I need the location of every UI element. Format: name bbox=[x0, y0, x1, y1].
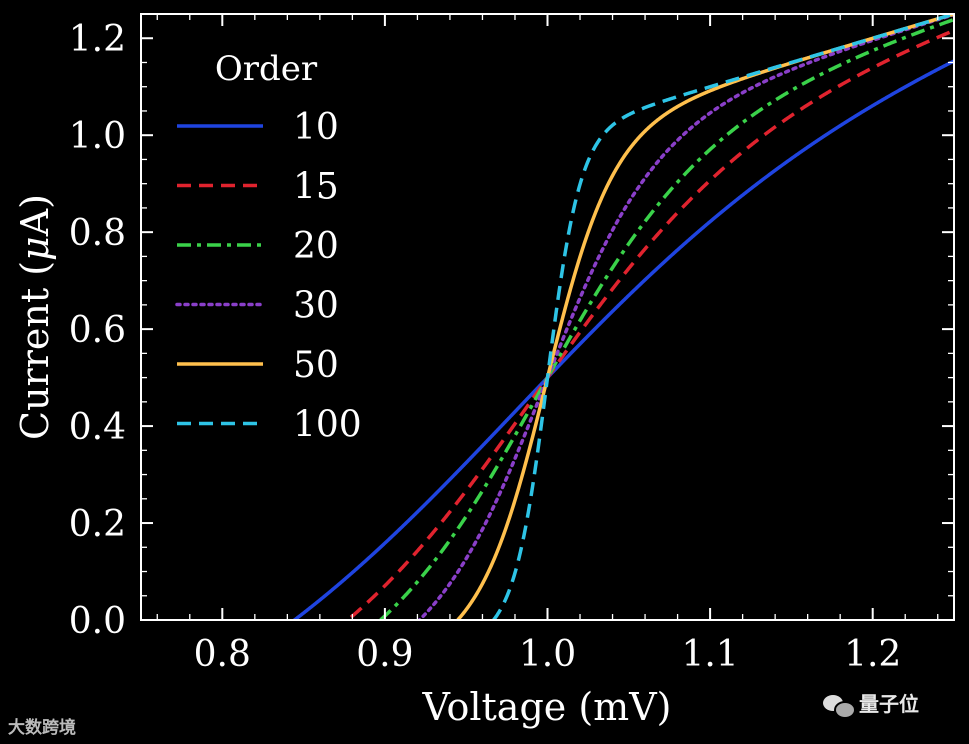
series-layer bbox=[291, 14, 954, 620]
y-axis-title-prefix: Current ( bbox=[13, 261, 57, 440]
y-tick-label: 0.4 bbox=[69, 407, 126, 448]
y-tick-label: 1.0 bbox=[69, 116, 126, 157]
watermark-right-text: 量子位 bbox=[859, 692, 919, 716]
legend-title: Order bbox=[215, 49, 318, 89]
watermark-right: 量子位 bbox=[823, 688, 919, 719]
series-line-100 bbox=[491, 14, 954, 620]
watermark-left: 大数跨境 bbox=[8, 713, 76, 738]
x-tick-label: 1.0 bbox=[519, 634, 576, 675]
y-tick-labels: 0.0 0.2 0.4 0.6 0.8 1.0 1.2 bbox=[69, 19, 126, 642]
legend-label-20: 20 bbox=[293, 226, 339, 267]
watermark-left-text: 大数跨境 bbox=[8, 718, 76, 738]
x-tick-labels: 0.8 0.9 1.0 1.1 1.2 bbox=[194, 634, 902, 675]
plot-frame bbox=[140, 13, 955, 621]
x-tick-label: 1.1 bbox=[681, 634, 738, 675]
y-axis-title: Current (μA) bbox=[13, 194, 57, 440]
legend-label-10: 10 bbox=[293, 107, 339, 148]
legend-label-15: 15 bbox=[293, 167, 339, 208]
legend-label-100: 100 bbox=[293, 405, 362, 446]
wechat-icon bbox=[823, 694, 856, 719]
legend-label-30: 30 bbox=[293, 286, 339, 327]
legend: Order 10 15 20 30 50 100 bbox=[175, 49, 362, 446]
y-tick-label: 0.2 bbox=[69, 504, 126, 545]
y-tick-label: 1.2 bbox=[69, 19, 126, 60]
legend-label-50: 50 bbox=[293, 345, 339, 386]
y-tick-label: 0.0 bbox=[69, 601, 126, 642]
y-axis-title-mu: μ bbox=[13, 236, 57, 261]
y-tick-label: 0.6 bbox=[69, 310, 126, 351]
x-tick-label: 1.2 bbox=[844, 634, 901, 675]
y-tick-label: 0.8 bbox=[69, 213, 126, 254]
y-axis-title-suffix: A) bbox=[13, 194, 57, 237]
x-tick-label: 0.9 bbox=[356, 634, 413, 675]
x-tick-label: 0.8 bbox=[194, 634, 251, 675]
x-axis-title: Voltage (mV) bbox=[422, 685, 672, 729]
